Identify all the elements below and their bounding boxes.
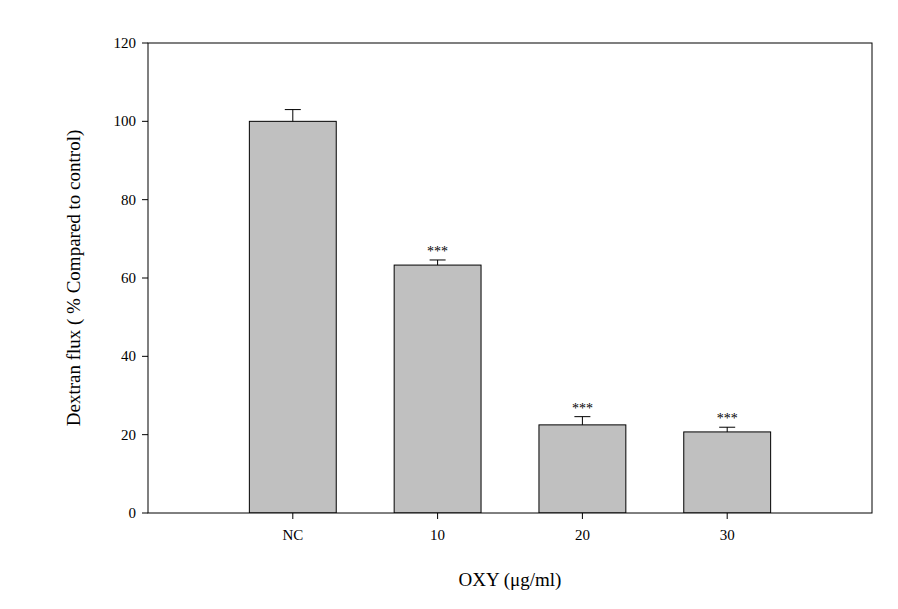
y-tick-label: 120 (114, 35, 137, 51)
chart-svg: 0 20 40 60 80 100 120 NC 10 20 30 *** *** *** OXY (μg/… (0, 0, 898, 609)
y-tick (142, 199, 148, 200)
y-tick (142, 121, 148, 122)
error-bar (719, 427, 735, 432)
y-tick-label: 20 (121, 427, 136, 443)
x-tick-label: 30 (720, 527, 735, 543)
bar (249, 121, 336, 513)
x-axis-label: OXY (μg/ml) (459, 569, 562, 591)
significance-label: *** (717, 411, 738, 426)
bars (249, 110, 770, 513)
error-bar (574, 417, 590, 425)
significance-label: *** (427, 244, 448, 259)
y-axis-label: Dextran flux ( % Compared to control) (63, 130, 85, 427)
bar (539, 425, 626, 513)
x-tick (727, 513, 728, 519)
y-tick-label: 0 (129, 505, 137, 521)
bar (394, 265, 481, 513)
y-tick (142, 356, 148, 357)
y-tick-label: 60 (121, 270, 136, 286)
x-tick-label: 20 (575, 527, 590, 543)
x-tick (437, 513, 438, 519)
x-tick (292, 513, 293, 519)
bar (684, 432, 771, 513)
x-tick-label: NC (282, 527, 303, 543)
y-tick (142, 513, 148, 514)
chart-container: 0 20 40 60 80 100 120 NC 10 20 30 *** *** *** OXY (μg/… (0, 0, 898, 609)
y-tick (142, 434, 148, 435)
error-bar (430, 260, 446, 265)
y-tick (142, 43, 148, 44)
x-tick-label: 10 (430, 527, 445, 543)
plot-frame (148, 43, 872, 513)
error-bar (285, 110, 301, 122)
y-tick-label: 100 (114, 113, 137, 129)
y-tick (142, 278, 148, 279)
y-tick-label: 80 (121, 192, 136, 208)
significance-label: *** (572, 401, 593, 416)
y-tick-label: 40 (121, 348, 136, 364)
x-tick (582, 513, 583, 519)
